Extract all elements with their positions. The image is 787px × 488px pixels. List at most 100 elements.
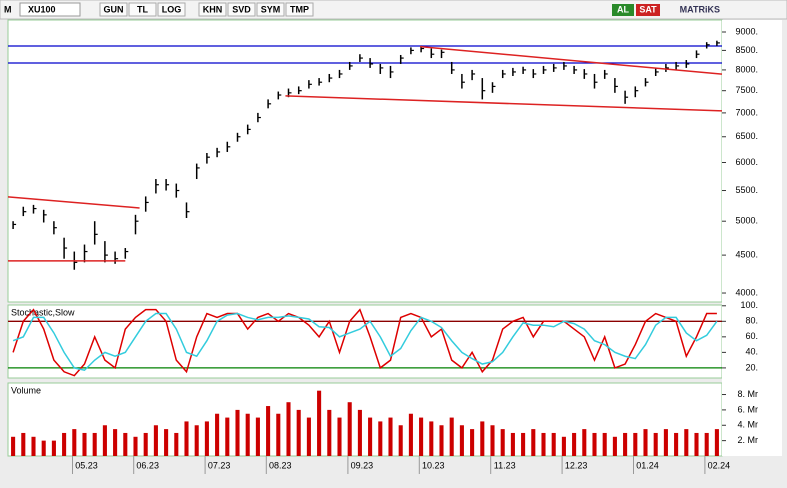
tool-button-label[interactable]: GUN	[104, 4, 124, 14]
y-tick-label: 8500.	[735, 45, 758, 55]
volume-bar	[694, 432, 699, 456]
volume-bar	[551, 432, 556, 456]
sell-button[interactable]	[636, 4, 660, 16]
volume-bar	[378, 421, 383, 456]
volume-bar	[541, 432, 546, 456]
volume-bar	[684, 429, 689, 456]
tool-button-label[interactable]: KHN	[203, 4, 223, 14]
volume-bar	[347, 402, 352, 456]
volume-bar	[286, 402, 291, 456]
volume-bar	[490, 425, 495, 456]
y-tick-label: 7000.	[735, 107, 758, 117]
tool-button[interactable]	[198, 2, 227, 17]
toolbar	[0, 0, 787, 20]
volume-bar	[296, 409, 301, 456]
x-tick-label: 01.24	[636, 460, 659, 470]
volume-bar	[419, 417, 424, 456]
y-tick-label: 4. Mr	[737, 420, 758, 430]
y-tick-label: 6500.	[735, 131, 758, 141]
volume-bar	[582, 429, 587, 456]
tool-button-label[interactable]: TMP	[290, 4, 309, 14]
volume-bar	[674, 432, 679, 456]
tool-button[interactable]	[256, 2, 285, 17]
volume-bar	[643, 429, 648, 456]
volume-bar	[633, 432, 638, 456]
axis-area	[722, 20, 782, 456]
volume-bar	[184, 421, 189, 456]
volume-bar	[602, 432, 607, 456]
volume-bar	[531, 429, 536, 456]
y-tick-label: 9000.	[735, 26, 758, 36]
y-tick-label: 8000.	[735, 64, 758, 74]
x-tick-label: 10.23	[422, 460, 445, 470]
tool-button-label[interactable]: SYM	[261, 4, 281, 14]
volume-bar	[133, 436, 138, 456]
volume-bar	[92, 432, 97, 456]
volume-bar	[153, 425, 158, 456]
y-tick-label: 7500.	[735, 85, 758, 95]
volume-bar	[510, 432, 515, 456]
logo: M	[4, 4, 12, 14]
volume-bar	[276, 413, 281, 456]
volume-bar	[500, 429, 505, 456]
tool-button[interactable]	[99, 2, 128, 17]
y-tick-label: 8. Mr	[737, 389, 758, 399]
volume-title: Volume	[11, 385, 41, 395]
buy-label[interactable]: AL	[617, 4, 629, 14]
x-tick-label: 09.23	[351, 460, 374, 470]
y-tick-label: 40.	[745, 347, 758, 357]
volume-bar	[368, 417, 373, 456]
volume-bar	[357, 409, 362, 456]
tool-button[interactable]	[128, 2, 157, 17]
symbol-box[interactable]	[19, 2, 81, 17]
buy-button[interactable]	[612, 4, 634, 16]
x-tick-label: 02.24	[708, 460, 731, 470]
sell-label[interactable]: SAT	[639, 4, 657, 14]
tool-button-label[interactable]: TL	[137, 4, 148, 14]
y-tick-label: 4500.	[735, 249, 758, 259]
volume-bar	[592, 432, 597, 456]
volume-bar	[235, 409, 240, 456]
y-tick-label: 80.	[745, 316, 758, 326]
volume-bar	[266, 406, 271, 456]
trend-line	[7, 196, 140, 209]
tool-button-label[interactable]: LOG	[162, 4, 182, 14]
volume-bar	[408, 413, 413, 456]
volume-bar	[663, 429, 668, 456]
volume-bar	[164, 429, 169, 456]
volume-bar	[21, 432, 26, 456]
x-tick-label: 07.23	[208, 460, 231, 470]
volume-bar	[714, 429, 719, 456]
volume-bar	[653, 432, 658, 456]
volume-bar	[337, 417, 342, 456]
volume-bar	[704, 432, 709, 456]
volume-bar	[623, 432, 628, 456]
tool-button[interactable]	[285, 2, 314, 17]
volume-bar	[317, 390, 322, 456]
y-tick-label: 5500.	[735, 185, 758, 195]
volume-bar	[72, 429, 77, 456]
tool-button[interactable]	[227, 2, 256, 17]
x-tick-label: 12.23	[565, 460, 588, 470]
volume-bar	[143, 432, 148, 456]
volume-bar	[439, 425, 444, 456]
symbol[interactable]: XU100	[28, 4, 56, 14]
y-tick-label: 6000.	[735, 157, 758, 167]
stoch-line	[12, 312, 718, 372]
tool-button[interactable]	[157, 2, 186, 17]
volume-bar	[194, 425, 199, 456]
y-tick-label: 5000.	[735, 216, 758, 226]
volume-bar	[82, 432, 87, 456]
stoch-title: Stochastic,Slow	[11, 307, 75, 317]
volume-bar	[123, 432, 128, 456]
y-tick-label: 2. Mr	[737, 435, 758, 445]
volume-bar	[449, 417, 454, 456]
y-tick-label: 60.	[745, 331, 758, 341]
y-tick-label: 6. Mr	[737, 404, 758, 414]
volume-bar	[51, 440, 56, 456]
volume-bar	[459, 425, 464, 456]
tool-button-label[interactable]: SVD	[232, 4, 251, 14]
volume-bar	[470, 429, 475, 456]
